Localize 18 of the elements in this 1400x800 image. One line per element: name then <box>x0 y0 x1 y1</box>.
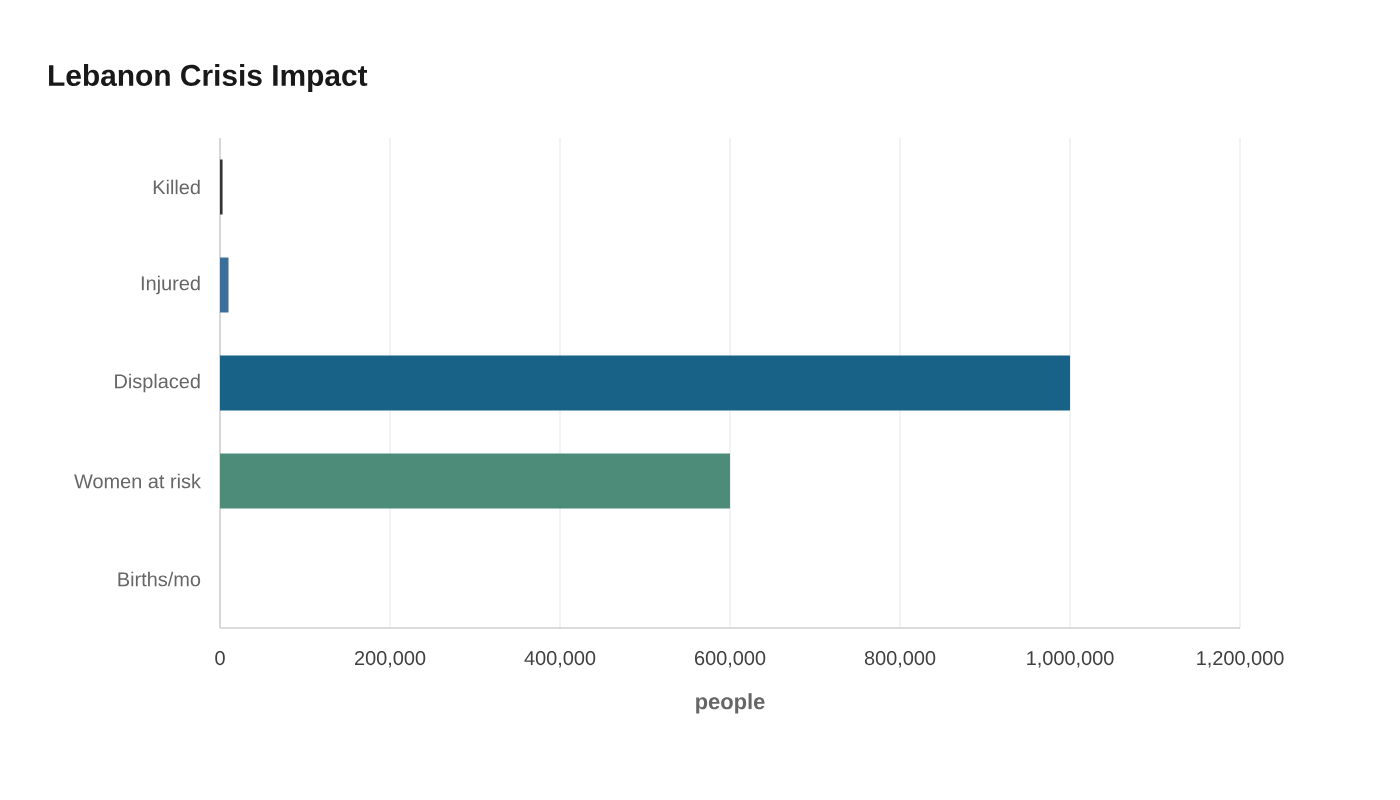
x-tick-label: 0 <box>215 651 225 666</box>
bar <box>220 159 223 215</box>
x-tick-label: 200,000 <box>355 651 426 668</box>
y-tick-label: Women at risk <box>74 473 201 489</box>
x-tick-label: 1,200,000 <box>1197 651 1284 668</box>
bar <box>220 355 1071 411</box>
bar <box>220 453 731 509</box>
x-tick-label: 400,000 <box>524 651 596 668</box>
y-tick-label: Displaced <box>115 373 200 393</box>
y-tick-label: Killed <box>153 179 200 195</box>
bar <box>220 257 229 313</box>
x-axis-title: people <box>696 693 765 714</box>
y-tick-label: Injured <box>141 275 200 295</box>
y-tick-label: Births/mo <box>118 571 201 587</box>
x-tick-label: 1,000,000 <box>1027 651 1114 668</box>
chart-title: Lebanon Crisis Impact <box>49 64 368 92</box>
x-tick-label: 800,000 <box>864 651 936 668</box>
x-tick-label: 600,000 <box>695 651 766 668</box>
